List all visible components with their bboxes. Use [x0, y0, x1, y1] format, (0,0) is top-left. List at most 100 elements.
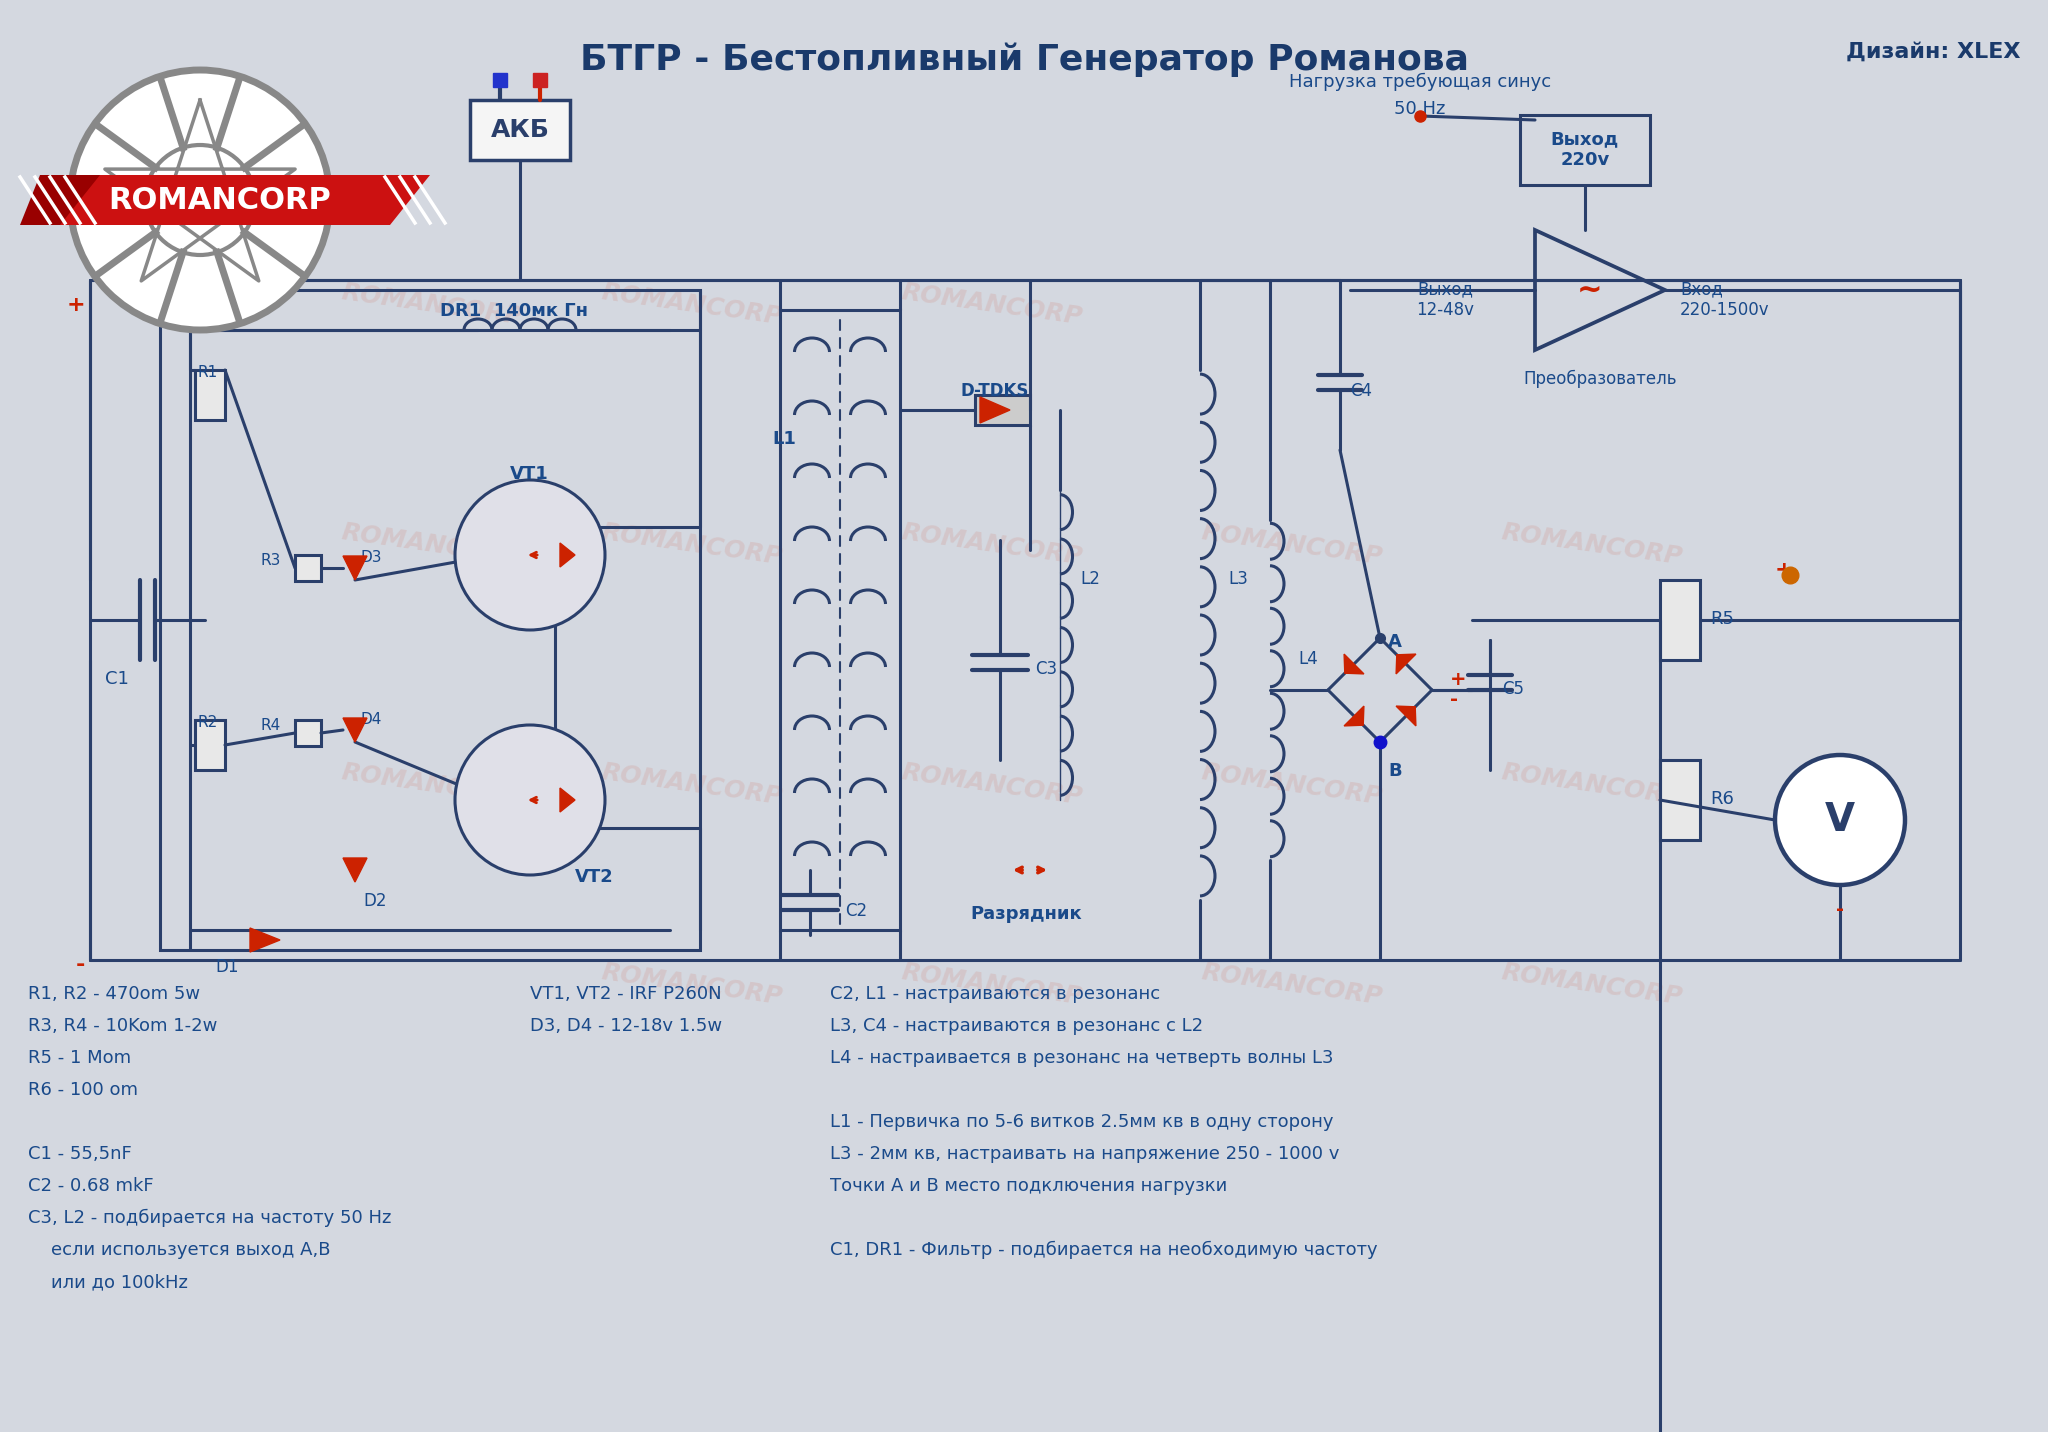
Polygon shape — [981, 397, 1010, 422]
Text: Разрядник: Разрядник — [971, 905, 1081, 924]
Text: ROMANCORP: ROMANCORP — [340, 760, 524, 809]
Text: L3, С4 - настраиваются в резонанс с L2: L3, С4 - настраиваются в резонанс с L2 — [829, 1017, 1202, 1035]
Bar — [195, 369, 225, 420]
Polygon shape — [342, 858, 367, 882]
Text: D2: D2 — [362, 892, 387, 909]
Text: Дизайн: XLEX: Дизайн: XLEX — [1845, 42, 2019, 62]
Text: R6: R6 — [1710, 790, 1735, 808]
Bar — [469, 100, 569, 160]
Text: L2: L2 — [1079, 570, 1100, 589]
Text: L1 - Первичка по 5-6 витков 2.5мм кв в одну сторону: L1 - Первичка по 5-6 витков 2.5мм кв в о… — [829, 1113, 1333, 1131]
Text: ROMANCORP: ROMANCORP — [899, 281, 1085, 329]
Polygon shape — [342, 717, 367, 742]
Text: C2 - 0.68 mkF: C2 - 0.68 mkF — [29, 1177, 154, 1194]
Text: ~: ~ — [1577, 275, 1604, 305]
Text: ROMANCORP: ROMANCORP — [1499, 959, 1683, 1010]
Text: D3, D4 - 12-18v 1.5w: D3, D4 - 12-18v 1.5w — [530, 1017, 723, 1035]
Text: +: + — [1776, 560, 1794, 580]
Bar — [1661, 580, 1700, 660]
Bar — [295, 556, 322, 581]
Text: БТГР - Бестопливный Генератор Романова: БТГР - Бестопливный Генератор Романова — [580, 42, 1468, 76]
Bar — [1661, 760, 1700, 841]
Text: АКБ: АКБ — [492, 117, 549, 142]
Text: R5 - 1 Мom: R5 - 1 Мom — [29, 1050, 131, 1067]
Bar — [975, 395, 1030, 425]
Text: -: - — [1450, 690, 1458, 709]
Text: Вход
220-1500v: Вход 220-1500v — [1679, 281, 1769, 319]
Text: L4: L4 — [1298, 650, 1317, 667]
Text: ROMANCORP: ROMANCORP — [1200, 760, 1384, 809]
Polygon shape — [31, 175, 430, 225]
Text: D3: D3 — [360, 550, 381, 566]
Polygon shape — [20, 175, 100, 225]
Text: R5: R5 — [1710, 610, 1735, 629]
Text: ROMANCORP: ROMANCORP — [899, 959, 1085, 1010]
Text: C3: C3 — [1034, 660, 1057, 677]
Circle shape — [1776, 755, 1905, 885]
Text: D1: D1 — [215, 958, 238, 977]
Polygon shape — [250, 928, 281, 952]
Text: R2: R2 — [197, 715, 217, 730]
Circle shape — [70, 70, 330, 329]
Text: L3: L3 — [1229, 570, 1247, 589]
Text: ROMANCORP: ROMANCORP — [1200, 959, 1384, 1010]
Text: C2: C2 — [846, 902, 866, 919]
Text: C1 - 55,5nF: C1 - 55,5nF — [29, 1146, 131, 1163]
Text: ROMANCORP: ROMANCORP — [1499, 760, 1683, 809]
Text: ROMANCORP: ROMANCORP — [340, 520, 524, 569]
Text: 50 Hz: 50 Hz — [1395, 100, 1446, 117]
Polygon shape — [559, 788, 575, 812]
Text: Преобразователь: Преобразователь — [1524, 369, 1677, 388]
Bar — [1520, 115, 1651, 185]
Text: C1: C1 — [104, 670, 129, 687]
Text: если используется выход А,В: если используется выход А,В — [29, 1242, 330, 1259]
Bar — [195, 720, 225, 770]
Text: Нагрузка требующая синус: Нагрузка требующая синус — [1288, 73, 1550, 92]
Text: Выход
220v: Выход 220v — [1550, 130, 1620, 169]
Text: ROMANCORP: ROMANCORP — [109, 186, 332, 215]
Text: L1: L1 — [772, 430, 797, 448]
Text: VT2: VT2 — [575, 868, 614, 886]
Text: VT1, VT2 - IRF P260N: VT1, VT2 - IRF P260N — [530, 985, 721, 1002]
Text: C2, L1 - настраиваются в резонанс: C2, L1 - настраиваются в резонанс — [829, 985, 1159, 1002]
Text: +: + — [66, 295, 86, 315]
Text: V: V — [1825, 800, 1855, 839]
Text: ROMANCORP: ROMANCORP — [1200, 520, 1384, 569]
Text: R3, R4 - 10Kom 1-2w: R3, R4 - 10Kom 1-2w — [29, 1017, 217, 1035]
Text: C5: C5 — [1501, 680, 1524, 697]
Text: R1: R1 — [197, 365, 217, 379]
Text: ROMANCORP: ROMANCORP — [899, 520, 1085, 569]
Polygon shape — [559, 543, 575, 567]
Text: ROMANCORP: ROMANCORP — [899, 760, 1085, 809]
Text: Выход
12-48v: Выход 12-48v — [1415, 281, 1475, 319]
Polygon shape — [342, 556, 367, 580]
Bar — [160, 291, 700, 949]
Polygon shape — [1397, 654, 1415, 674]
Polygon shape — [1343, 654, 1364, 674]
Text: R6 - 100 om: R6 - 100 om — [29, 1081, 137, 1098]
Text: C3, L2 - подбирается на частоту 50 Hz: C3, L2 - подбирается на частоту 50 Hz — [29, 1209, 391, 1227]
Text: Точки А и В место подключения нагрузки: Точки А и В место подключения нагрузки — [829, 1177, 1227, 1194]
Text: C4: C4 — [1350, 382, 1372, 400]
Circle shape — [455, 480, 604, 630]
Text: L3 - 2мм кв, настраивать на напряжение 250 - 1000 v: L3 - 2мм кв, настраивать на напряжение 2… — [829, 1146, 1339, 1163]
Text: или до 100kHz: или до 100kHz — [29, 1273, 188, 1292]
Circle shape — [455, 725, 604, 875]
Text: R4: R4 — [260, 717, 281, 733]
Text: R1, R2 - 470om 5w: R1, R2 - 470om 5w — [29, 985, 201, 1002]
Bar — [295, 720, 322, 746]
Bar — [780, 309, 899, 929]
Text: ROMANCORP: ROMANCORP — [600, 281, 784, 329]
Text: ROMANCORP: ROMANCORP — [600, 520, 784, 569]
Text: -: - — [76, 955, 86, 975]
Text: D-TDKS: D-TDKS — [961, 382, 1028, 400]
Text: ROMANCORP: ROMANCORP — [1499, 520, 1683, 569]
Text: VT1: VT1 — [510, 465, 549, 483]
Text: С1, DR1 - Фильтр - подбирается на необходимую частоту: С1, DR1 - Фильтр - подбирается на необхо… — [829, 1242, 1378, 1259]
Polygon shape — [1397, 706, 1415, 726]
Text: R3: R3 — [260, 553, 281, 569]
Text: B: B — [1389, 762, 1401, 780]
Text: D4: D4 — [360, 712, 381, 727]
Text: ROMANCORP: ROMANCORP — [600, 959, 784, 1010]
Text: -: - — [1835, 899, 1843, 919]
